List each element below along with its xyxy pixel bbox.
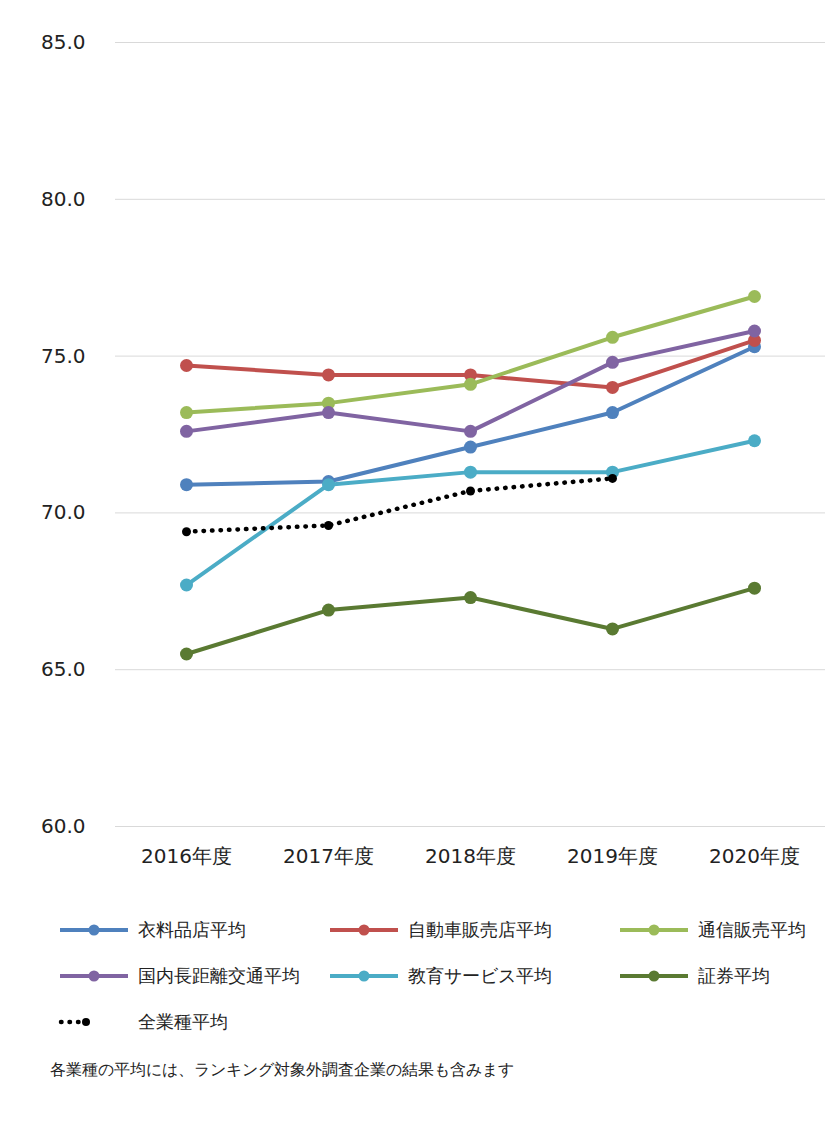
html-text:証券平均: 証券平均: [698, 965, 770, 986]
svg-text:2019年度: 2019年度: [567, 844, 658, 868]
svg-text:2020年度: 2020年度: [709, 844, 800, 868]
svg-text:75.0: 75.0: [41, 344, 86, 368]
svg-text:85.0: 85.0: [41, 30, 86, 54]
html-text:全業種平均: 全業種平均: [138, 1011, 228, 1032]
html-text:衣料品店平均: 衣料品店平均: [138, 919, 246, 940]
svg-text:2016年度: 2016年度: [141, 844, 232, 868]
svg-text:65.0: 65.0: [41, 657, 86, 681]
svg-text:2018年度: 2018年度: [425, 844, 516, 868]
html-text:教育サービス平均: 教育サービス平均: [408, 965, 552, 986]
html-text:自動車販売店平均: 自動車販売店平均: [408, 919, 552, 940]
svg-text:60.0: 60.0: [41, 814, 86, 838]
html-text:各業種の平均には、ランキング対象外調査企業の結果も含みます: 各業種の平均には、ランキング対象外調査企業の結果も含みます: [50, 1060, 514, 1079]
svg-text:2017年度: 2017年度: [283, 844, 374, 868]
svg-text:80.0: 80.0: [41, 187, 86, 211]
html-text:国内長距離交通平均: 国内長距離交通平均: [138, 965, 300, 986]
html-text:通信販売平均: 通信販売平均: [698, 919, 806, 940]
svg-text:70.0: 70.0: [41, 500, 86, 524]
